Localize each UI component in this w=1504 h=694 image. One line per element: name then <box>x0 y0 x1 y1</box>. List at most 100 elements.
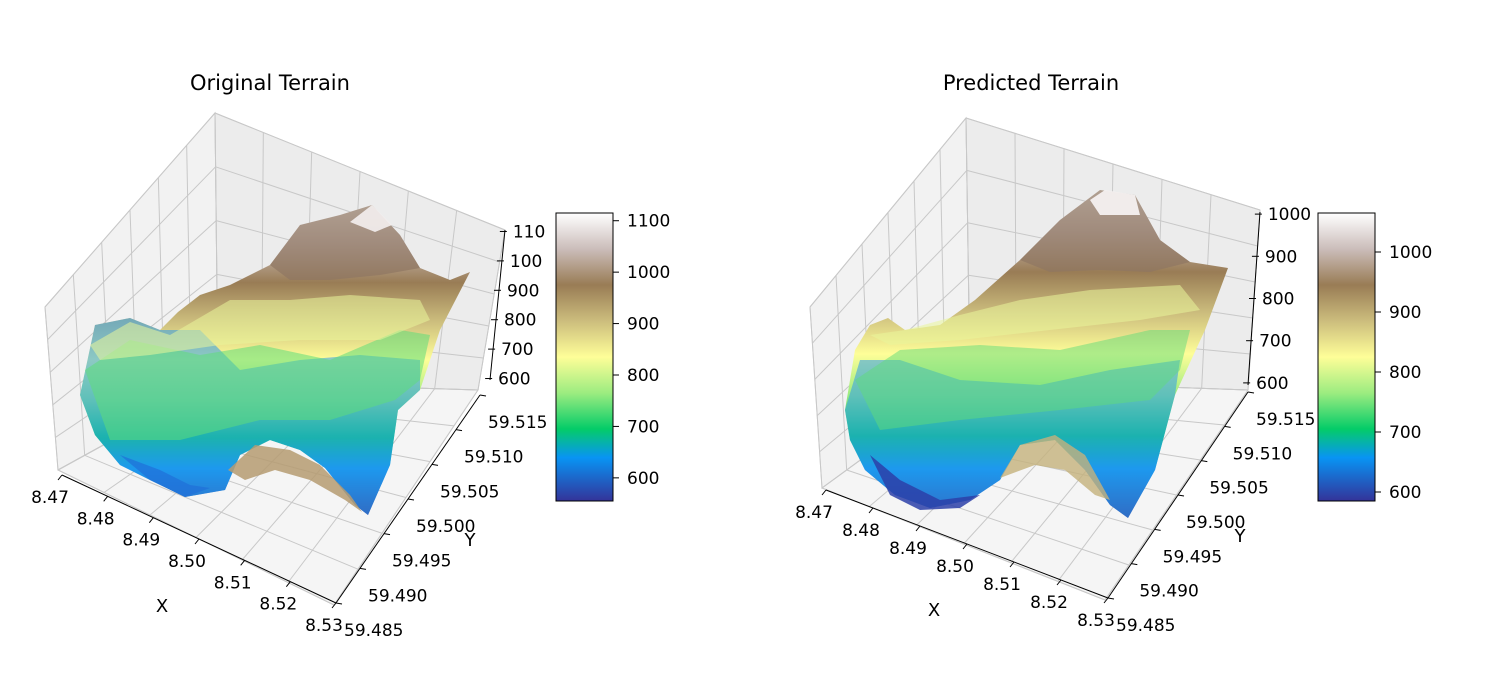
z-tick-label: 700 <box>501 340 533 360</box>
x-tick <box>1056 579 1062 586</box>
colorbar-tick-label: 600 <box>627 469 659 489</box>
y-tick <box>1154 528 1161 531</box>
chart-title: Predicted Terrain <box>943 71 1119 95</box>
y-tick <box>455 429 463 432</box>
colorbar-tick-label: 1000 <box>1389 243 1432 263</box>
x-tick <box>1009 561 1015 568</box>
y-tick <box>1131 563 1138 566</box>
x-tick <box>148 517 154 523</box>
y-tick-label: 59.510 <box>464 448 523 468</box>
x-tick <box>285 581 291 587</box>
x-tick-label: 8.49 <box>889 539 927 559</box>
grid-line <box>812 170 968 344</box>
z-tick-label: 600 <box>498 370 530 390</box>
colorbar-tick-label: 600 <box>1389 483 1421 503</box>
colorbar-tick-label: 1000 <box>627 263 670 283</box>
x-tick <box>240 560 246 566</box>
colorbar-gradient <box>555 212 614 502</box>
grid-line <box>809 117 967 308</box>
terrain-surface <box>845 190 1228 518</box>
original-terrain-plot: Original Terrain 600 700 800 900 1000 1100 8.… <box>31 71 670 641</box>
x-tick-label: 8.50 <box>168 552 206 572</box>
x-tick-label: 8.48 <box>842 521 880 541</box>
x-axis-label: X <box>156 596 168 617</box>
colorbar-tick-label: 800 <box>1389 363 1421 383</box>
y-tick <box>359 567 367 570</box>
x-tick-label: 8.51 <box>983 575 1021 595</box>
grid-line <box>814 222 968 380</box>
y-tick-label: 59.495 <box>1163 547 1222 567</box>
predicted-terrain-plot: Predicted Terrain 600 700 800 900 1000 8.47 8… <box>795 71 1432 636</box>
colorbar-tick-label: 900 <box>627 315 659 335</box>
x-tick-label: 8.47 <box>31 488 69 508</box>
colorbar-tick-label: 1100 <box>627 212 670 232</box>
y-tick <box>479 394 487 397</box>
z-tick-label: 1000 <box>1268 205 1311 225</box>
x-tick <box>103 496 109 502</box>
y-tick <box>335 602 343 605</box>
x-tick <box>331 602 337 609</box>
y-tick-label: 59.500 <box>1186 513 1245 533</box>
y-tick-label: 59.490 <box>368 586 427 606</box>
x-tick-label: 8.53 <box>305 616 343 636</box>
y-tick-label: 59.490 <box>1139 582 1198 602</box>
grid-line <box>477 229 506 391</box>
colorbar: 600 700 800 900 1000 1100 <box>555 212 670 502</box>
chart-title: Original Terrain <box>190 71 350 95</box>
y-tick-label: 59.505 <box>440 482 499 502</box>
z-tick-label: 800 <box>1262 290 1294 310</box>
y-tick-label: 59.500 <box>416 517 475 537</box>
x-tick <box>868 507 874 514</box>
x-tick-label: 8.48 <box>77 509 115 529</box>
x-tick <box>821 489 827 496</box>
x-tick-label: 8.52 <box>259 595 297 615</box>
y-tick-label: 59.515 <box>1256 410 1315 430</box>
terrain-surface <box>80 205 470 515</box>
y-tick-label: 59.505 <box>1209 479 1268 499</box>
x-tick-label: 8.52 <box>1030 593 1068 613</box>
z-axis-line <box>489 229 506 381</box>
grid-line <box>835 275 848 471</box>
x-tick-label: 8.49 <box>122 531 160 551</box>
z-tick-label: 700 <box>1259 332 1291 352</box>
y-tick-label: 59.515 <box>488 413 547 433</box>
z-tick-label: 900 <box>1265 247 1297 267</box>
y-tick-label: 59.510 <box>1233 444 1292 464</box>
y-tick <box>407 498 415 501</box>
y-axis-label: Y <box>464 530 477 551</box>
colorbar-tick-label: 900 <box>1389 303 1421 323</box>
y-tick <box>1201 460 1208 463</box>
colorbar-tick-label: 800 <box>627 366 659 386</box>
y-tick-label: 59.495 <box>392 552 451 572</box>
x-tick <box>915 525 921 532</box>
z-tick-label: 100 <box>510 252 542 272</box>
y-tick <box>1224 425 1231 428</box>
x-tick <box>1103 597 1109 604</box>
grid-line <box>965 117 1261 211</box>
x-tick <box>962 543 968 550</box>
y-tick <box>383 533 391 536</box>
x-tick-label: 8.47 <box>795 503 833 523</box>
z-tick-label: 110 <box>513 222 545 242</box>
y-tick-label: 59.485 <box>1116 616 1175 636</box>
grid-line <box>84 454 359 570</box>
x-tick-label: 8.50 <box>936 557 974 577</box>
y-tick <box>1247 391 1255 394</box>
colorbar-tick-label: 700 <box>627 417 659 437</box>
x-tick <box>194 538 200 545</box>
z-tick-label: 600 <box>1256 374 1288 394</box>
x-tick <box>57 474 63 481</box>
y-tick-label: 59.485 <box>344 621 403 641</box>
y-tick <box>431 463 439 466</box>
y-axis-label: Y <box>1234 526 1247 547</box>
x-tick-label: 8.53 <box>1077 611 1115 631</box>
grid-line <box>72 274 86 456</box>
colorbar-gradient <box>1317 212 1376 502</box>
grid-line <box>809 306 823 489</box>
grid-line <box>44 112 216 308</box>
z-tick-label: 800 <box>504 311 536 331</box>
grid-line <box>214 112 506 231</box>
x-tick-label: 8.51 <box>214 573 252 593</box>
x-axis-label: X <box>928 600 940 621</box>
